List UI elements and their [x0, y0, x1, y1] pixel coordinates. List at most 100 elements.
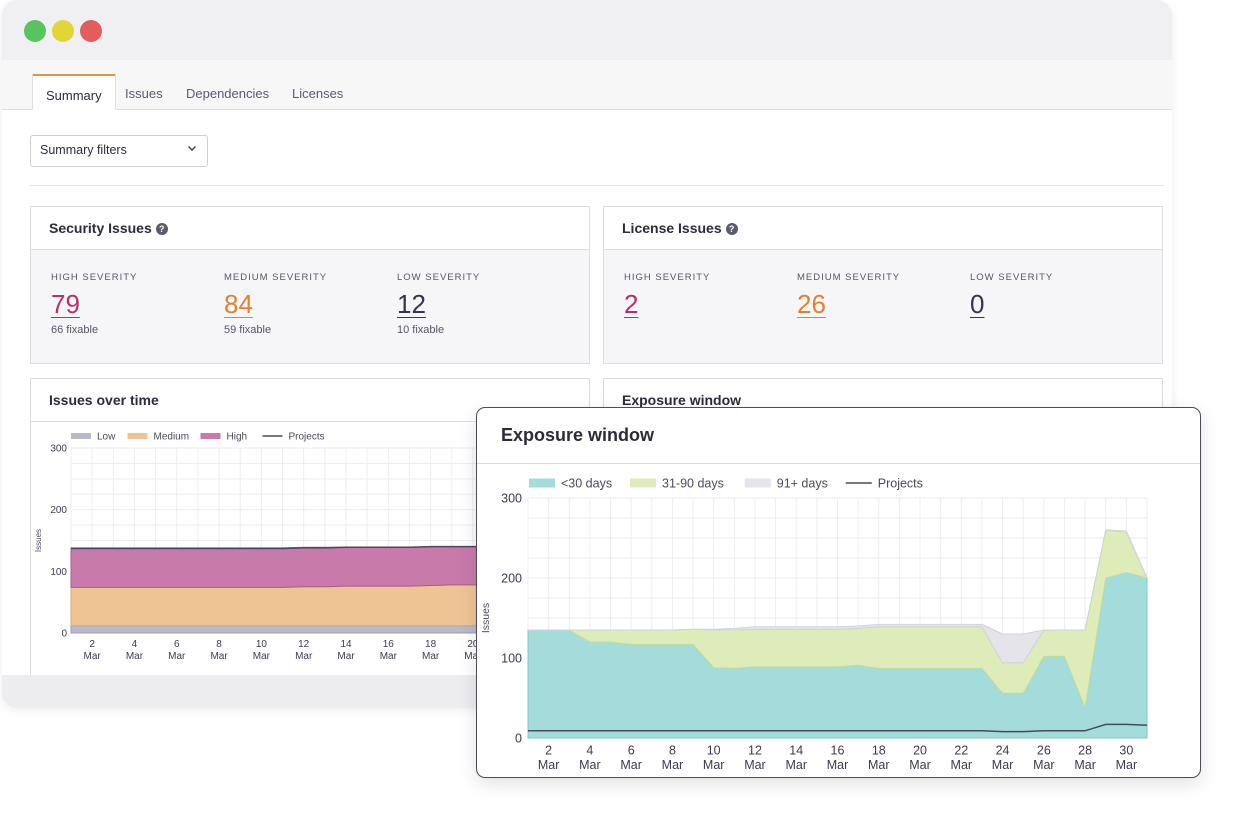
security-low-count[interactable]: 12: [397, 289, 426, 319]
x-tick-label: 8: [669, 744, 676, 758]
x-tick-label: 10: [707, 744, 721, 758]
fixable-count: 66 fixable: [51, 324, 99, 336]
x-tick-label: 28: [1078, 744, 1092, 758]
x-tick-label: Mar: [662, 758, 684, 772]
x-tick-label: 16: [831, 744, 845, 758]
security-issues-header: Security Issues?: [31, 207, 589, 250]
severity-label: MEDIUM SEVERITY: [224, 272, 328, 283]
x-tick-label: Mar: [168, 651, 186, 662]
legend-label: Low: [97, 432, 116, 443]
x-tick-label: Mar: [464, 651, 482, 662]
x-tick-label: Mar: [868, 758, 890, 772]
security-medium-count[interactable]: 84: [224, 289, 253, 319]
x-tick-label: Mar: [84, 651, 102, 662]
legend-swatch: [630, 478, 656, 488]
fixable-count: 10 fixable: [397, 324, 445, 336]
y-tick-label: 200: [501, 571, 522, 585]
x-tick-label: Mar: [992, 758, 1014, 772]
tab-dependencies[interactable]: Dependencies: [186, 86, 270, 101]
severity-label: LOW SEVERITY: [397, 272, 481, 283]
exposure-window-popup: Exposure window 0 100 200 300 Issues 2 Mar 4 Mar…: [476, 407, 1201, 778]
window-control-red[interactable]: [80, 20, 102, 42]
x-tick-label: Mar: [620, 758, 642, 772]
window-control-yellow[interactable]: [52, 20, 74, 42]
series-area-2: [528, 529, 1148, 664]
x-tick-label: 4: [586, 744, 593, 758]
license-issues-title: License Issues: [622, 220, 722, 236]
x-tick-label: 12: [748, 744, 762, 758]
x-tick-label: 6: [174, 639, 180, 650]
severity-label: HIGH SEVERITY: [51, 272, 138, 283]
legend-label: 31-90 days: [662, 476, 724, 490]
license-high-count[interactable]: 2: [624, 289, 639, 319]
x-tick-label: 30: [1119, 744, 1133, 758]
x-tick-label: Mar: [827, 758, 849, 772]
fixable-count: 59 fixable: [224, 324, 272, 336]
x-tick-label: 16: [383, 639, 395, 650]
legend-label: High: [227, 432, 248, 443]
y-tick-label: 0: [515, 731, 522, 745]
divider: [30, 185, 1164, 186]
legend-label: <30 days: [561, 476, 612, 490]
help-icon[interactable]: ?: [725, 223, 738, 235]
license-high: HIGH SEVERITY 2: [624, 272, 710, 320]
x-tick-label: Mar: [909, 758, 931, 772]
x-tick-label: 6: [628, 744, 635, 758]
legend-label: Projects: [878, 476, 923, 490]
help-icon[interactable]: ?: [155, 223, 168, 235]
summary-filters-label: Summary filters: [40, 143, 127, 157]
x-tick-label: Mar: [579, 758, 601, 772]
x-tick-label: 20: [913, 744, 927, 758]
legend-label: Medium: [154, 432, 190, 443]
license-low-count[interactable]: 0: [970, 289, 985, 319]
security-high: HIGH SEVERITY 79 66 fixable: [51, 272, 137, 336]
legend-swatch: [529, 478, 555, 488]
tab-bar: Summary Issues Dependencies Licenses: [2, 60, 1172, 110]
license-low: LOW SEVERITY 0: [970, 272, 1053, 320]
security-high-count[interactable]: 79: [51, 289, 80, 319]
x-tick-label: 24: [996, 744, 1010, 758]
x-tick-label: Mar: [1116, 758, 1138, 772]
tab-licenses[interactable]: Licenses: [292, 86, 344, 101]
x-tick-label: Mar: [295, 651, 313, 662]
tab-summary[interactable]: Summary: [32, 74, 116, 110]
license-issues-header: License Issues?: [604, 207, 1162, 250]
y-axis-label: Issues: [480, 603, 492, 633]
security-medium: MEDIUM SEVERITY 84 59 fixable: [224, 272, 327, 336]
issues-over-time-title: Issues over time: [31, 379, 589, 422]
y-tick-label: 100: [50, 567, 67, 578]
y-axis-label: Issues: [34, 529, 43, 552]
x-tick-label: 10: [256, 639, 268, 650]
x-tick-label: Mar: [337, 651, 355, 662]
x-tick-label: Mar: [253, 651, 271, 662]
legend-swatch: [744, 478, 771, 488]
x-tick-label: 2: [545, 744, 552, 758]
severity-label: HIGH SEVERITY: [624, 272, 711, 283]
x-tick-label: 2: [89, 639, 95, 650]
x-tick-label: Mar: [785, 758, 807, 772]
x-tick-label: 26: [1037, 744, 1051, 758]
license-medium-count[interactable]: 26: [797, 289, 826, 319]
exposure-window-chart: 0100200300Issues2Mar4Mar6Mar8Mar10Mar12M…: [480, 476, 1148, 772]
x-tick-label: Mar: [1074, 758, 1096, 772]
x-tick-label: Mar: [538, 758, 560, 772]
legend-swatch: [200, 433, 221, 439]
x-tick-label: Mar: [951, 758, 973, 772]
severity-label: MEDIUM SEVERITY: [797, 272, 901, 283]
tab-issues[interactable]: Issues: [125, 86, 163, 101]
license-medium: MEDIUM SEVERITY 26: [797, 272, 900, 320]
x-tick-label: 14: [340, 639, 352, 650]
x-tick-label: 8: [216, 639, 222, 650]
x-tick-label: Mar: [703, 758, 725, 772]
license-issues-card: License Issues? HIGH SEVERITY 2 MEDIUM S…: [603, 206, 1163, 364]
x-tick-label: 12: [298, 639, 310, 650]
window-control-green[interactable]: [24, 20, 46, 42]
x-tick-label: 14: [789, 744, 803, 758]
x-tick-label: Mar: [210, 651, 228, 662]
security-issues-body: HIGH SEVERITY 79 66 fixable MEDIUM SEVER…: [31, 250, 589, 363]
x-tick-label: 18: [872, 744, 886, 758]
title-bar: [2, 0, 1172, 60]
security-issues-title: Security Issues: [49, 220, 152, 236]
chevron-down-icon: [187, 142, 197, 156]
summary-filters-dropdown[interactable]: Summary filters: [30, 135, 208, 167]
